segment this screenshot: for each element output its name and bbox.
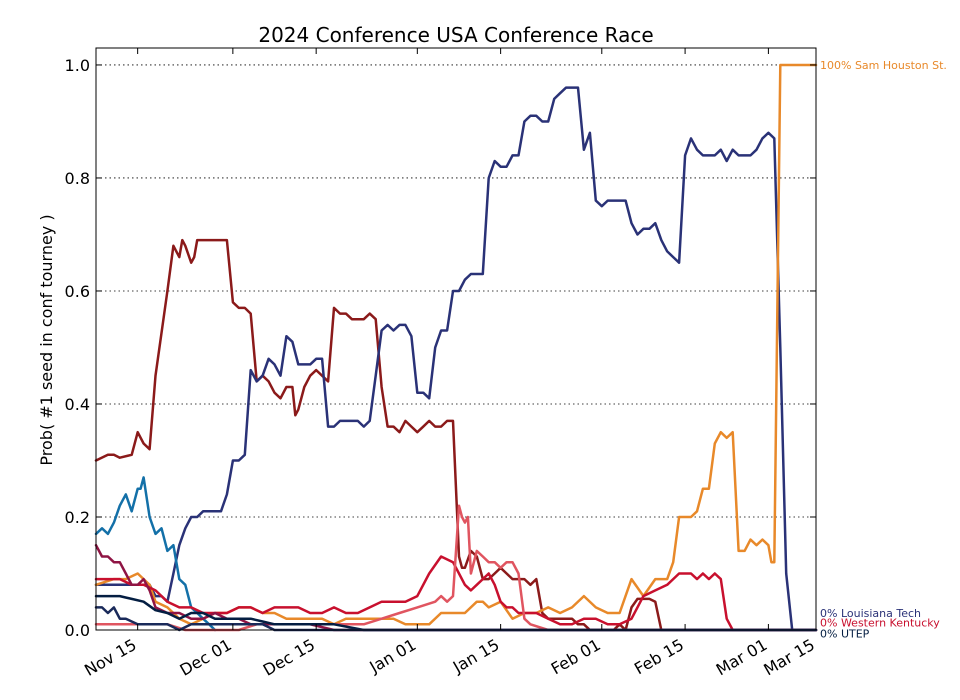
- end-label: 100% Sam Houston St.: [820, 59, 947, 72]
- end-labels: 100% Sam Houston St.0% Louisiana Tech0% …: [820, 59, 947, 640]
- x-tick-label: Feb 01: [548, 635, 604, 678]
- y-tick-label: 0.6: [65, 282, 90, 301]
- plot-frame: [95, 47, 817, 631]
- series-line: [94, 555, 818, 632]
- x-tick-label: Nov 15: [81, 635, 140, 680]
- x-tick-label: Jan 15: [449, 635, 503, 677]
- y-axis-label: Prob( #1 seed in conf tourney ): [37, 214, 56, 465]
- x-tick-label: Dec 01: [177, 635, 235, 680]
- series-line: [94, 238, 818, 632]
- x-tick-label: Mar 01: [713, 635, 771, 679]
- x-tick-label: Feb 15: [631, 635, 687, 678]
- end-label: 0% Western Kentucky: [820, 617, 940, 630]
- chart-title: 2024 Conference USA Conference Race: [258, 23, 653, 47]
- end-label: 0% Louisiana Tech: [820, 607, 921, 620]
- y-tick-label: 1.0: [65, 56, 90, 75]
- x-tick-label: Jan 01: [366, 635, 420, 677]
- y-tick-label: 0.8: [65, 169, 90, 188]
- y-tick-label: 0.4: [65, 395, 90, 414]
- y-tick-label: 0.0: [65, 621, 90, 640]
- x-tick-label: Mar 15: [760, 635, 818, 679]
- x-tick-label: Dec 15: [260, 635, 318, 680]
- series-line: [94, 504, 818, 632]
- y-tick-label: 0.2: [65, 508, 90, 527]
- series-line: [94, 476, 217, 632]
- x-axis: Nov 15 Dec 01 Dec 15 Jan 01 Jan 15 Feb 01 Feb …: [81, 48, 818, 680]
- y-axis: 0.0 0.2 0.4 0.6 0.8 1.0: [65, 56, 816, 640]
- series-layer: [94, 63, 818, 632]
- end-label: 0% UTEP: [820, 627, 870, 640]
- series-line: [94, 86, 818, 632]
